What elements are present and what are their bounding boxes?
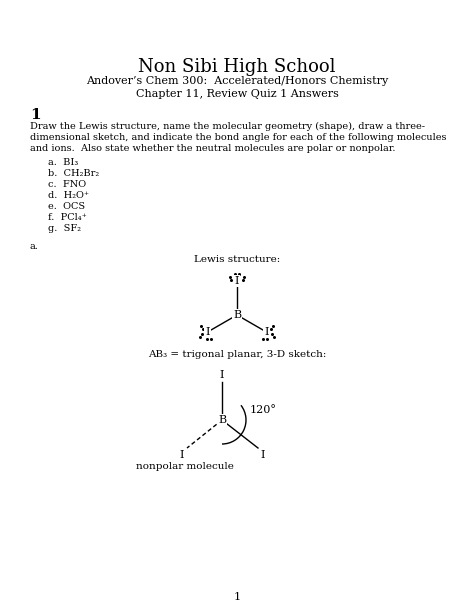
Text: B: B [218,415,226,425]
Text: Andover’s Chem 300:  Accelerated/Honors Chemistry: Andover’s Chem 300: Accelerated/Honors C… [86,76,388,86]
Text: I: I [261,450,265,460]
Text: a.  BI₃: a. BI₃ [48,158,78,167]
Text: c.  FNO: c. FNO [48,180,86,189]
Text: e.  OCS: e. OCS [48,202,85,211]
Text: and ions.  Also state whether the neutral molecules are polar or nonpolar.: and ions. Also state whether the neutral… [30,144,395,153]
Text: I: I [264,327,269,337]
Text: 120°: 120° [250,405,277,415]
Text: I: I [220,370,224,380]
Text: nonpolar molecule: nonpolar molecule [136,462,234,471]
Text: B: B [233,310,241,320]
Text: Draw the Lewis structure, name the molecular geometry (shape), draw a three-: Draw the Lewis structure, name the molec… [30,122,425,131]
Text: 1: 1 [30,108,41,122]
Text: AB₃ = trigonal planar, 3-D sketch:: AB₃ = trigonal planar, 3-D sketch: [148,350,326,359]
Text: 1: 1 [233,592,241,602]
Text: Chapter 11, Review Quiz 1 Answers: Chapter 11, Review Quiz 1 Answers [136,89,338,99]
Text: Lewis structure:: Lewis structure: [194,255,280,264]
Text: I: I [205,327,210,337]
Text: I: I [235,276,239,286]
Text: dimensional sketch, and indicate the bond angle for each of the following molecu: dimensional sketch, and indicate the bon… [30,133,447,142]
Text: d.  H₂O⁺: d. H₂O⁺ [48,191,89,200]
Text: Non Sibi High School: Non Sibi High School [138,58,336,76]
Text: a.: a. [30,242,39,251]
Text: g.  SF₂: g. SF₂ [48,224,81,233]
Text: b.  CH₂Br₂: b. CH₂Br₂ [48,169,99,178]
Text: f.  PCl₄⁺: f. PCl₄⁺ [48,213,87,222]
Text: I: I [180,450,184,460]
